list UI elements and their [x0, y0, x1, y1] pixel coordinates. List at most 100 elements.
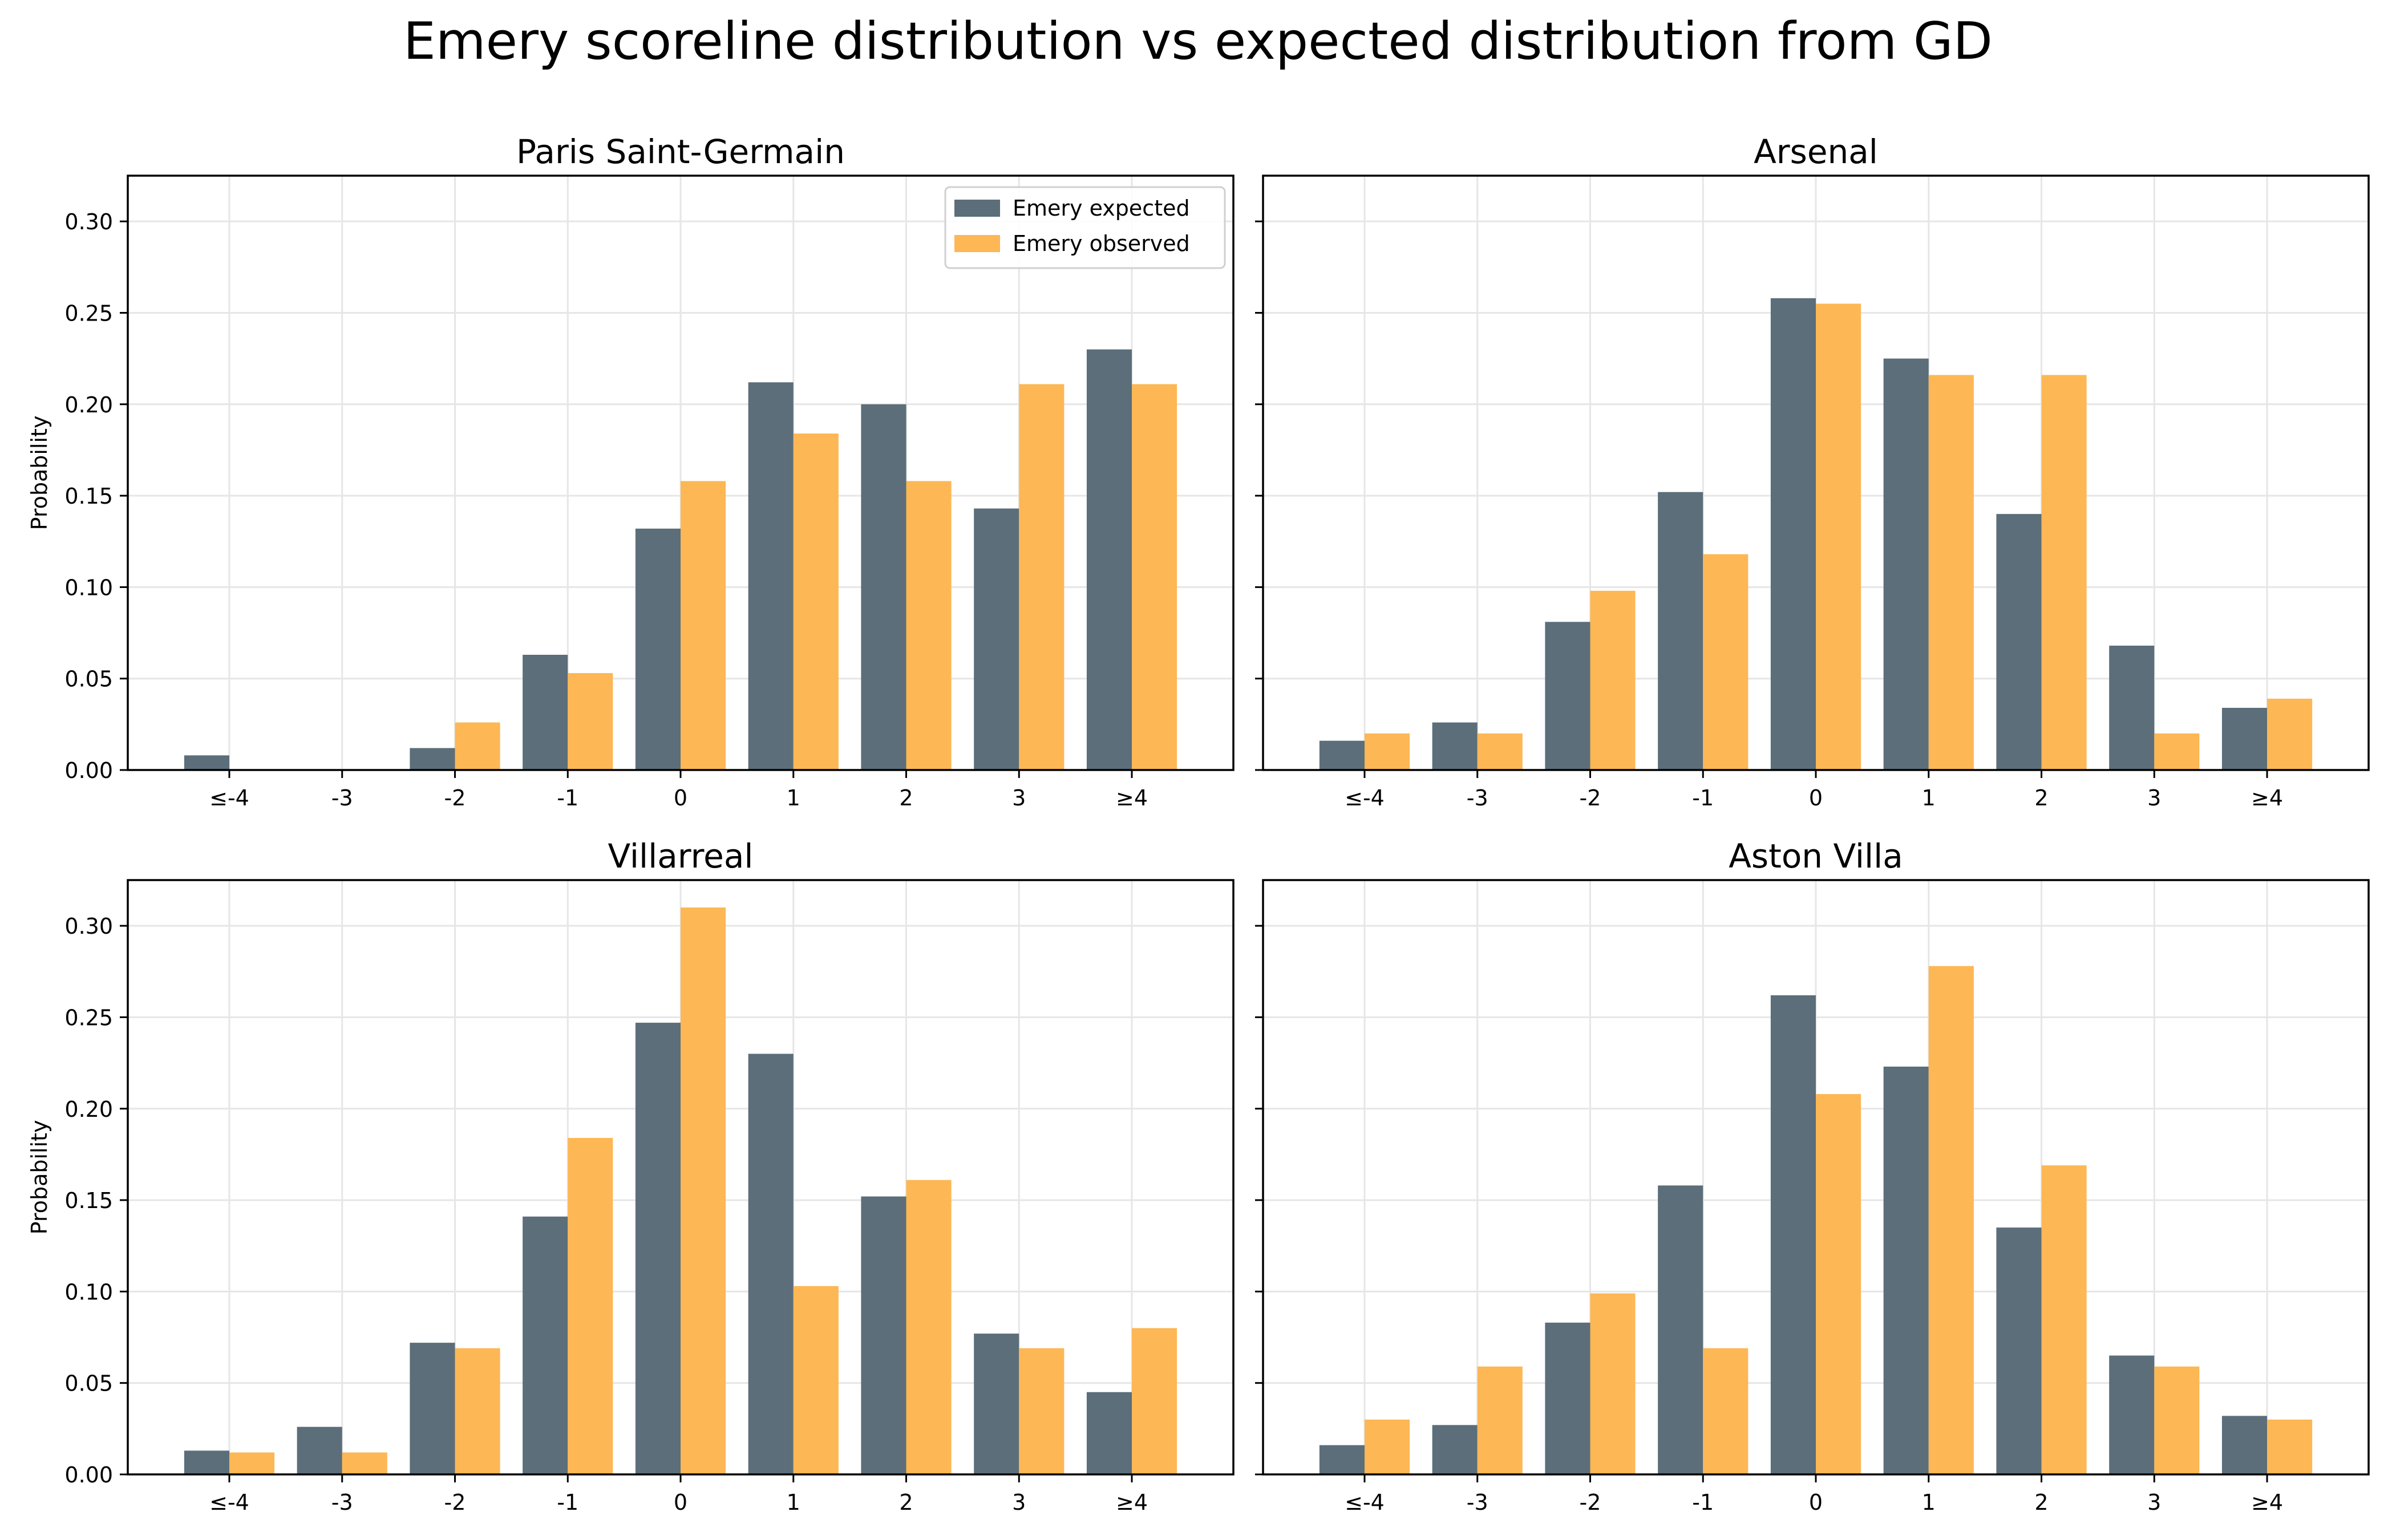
panel-arsenal: Arsenal ≤-4 -3 -2 -1 0 1 2 3 ≥4 — [1255, 132, 2370, 810]
bar-observed — [681, 907, 726, 1474]
bar-expected — [2221, 1416, 2268, 1474]
bar-expected — [861, 404, 906, 770]
legend-label: Emery expected — [1013, 196, 1190, 221]
bar-expected — [1996, 514, 2042, 770]
bar-expected — [2221, 707, 2268, 770]
bar-expected — [748, 1053, 794, 1474]
bar-observed — [1477, 1366, 1523, 1474]
x-tick-label: 3 — [1012, 1490, 1026, 1515]
panel-title: Villarreal — [608, 837, 753, 876]
panel-villarreal: Villarreal 0.00 0.05 0.10 0.15 0.20 0.25 0.30 ≤-… — [27, 837, 1235, 1515]
panel-paris-saint-germain: Paris Saint-Germain 0.00 0.05 0.10 0.15 0.20 0… — [27, 132, 1235, 810]
bar-observed — [455, 1348, 500, 1474]
x-tick-label: ≤-4 — [209, 785, 249, 810]
bar-expected — [1658, 492, 1703, 770]
bar-observed — [1703, 554, 1749, 770]
x-tick-label: 1 — [1922, 785, 1936, 810]
legend-swatch-expected — [954, 200, 1000, 217]
bar-expected — [748, 382, 794, 770]
x-tick-label: -1 — [1692, 785, 1714, 810]
x-tick-label: 1 — [787, 785, 800, 810]
bar-expected — [635, 528, 681, 770]
x-tick-label: -1 — [557, 1490, 578, 1515]
bar-observed — [2041, 1165, 2087, 1474]
y-tick-label: 0.20 — [64, 392, 113, 418]
bar-observed — [1132, 1328, 1177, 1474]
panels: Paris Saint-Germain 0.00 0.05 0.10 0.15 0.20 0… — [27, 132, 2370, 1515]
x-tick-label: ≤-4 — [1345, 1490, 1385, 1515]
bar-expected — [1545, 1322, 1590, 1474]
y-tick-label: 0.15 — [64, 484, 113, 509]
bar-observed — [1928, 375, 1974, 770]
x-tick-label: ≥4 — [1116, 785, 1148, 810]
chart-title: Emery scoreline distribution vs expected… — [403, 11, 1993, 71]
bar-expected — [297, 1426, 342, 1474]
y-tick-label: 0.00 — [64, 758, 113, 783]
x-tick-label: 2 — [2034, 1490, 2048, 1515]
bar-expected — [1770, 298, 1816, 770]
y-tick-label: 0.30 — [64, 209, 113, 234]
bar-expected — [1545, 622, 1590, 770]
bar-expected — [974, 508, 1019, 770]
bar-observed — [2267, 698, 2313, 770]
legend-label: Emery observed — [1013, 231, 1190, 256]
bar-expected — [635, 1023, 681, 1474]
y-tick-label: 0.25 — [64, 1005, 113, 1030]
bar-observed — [1364, 1419, 1410, 1474]
bar-observed — [1019, 384, 1065, 770]
bar-observed — [1132, 384, 1177, 770]
bar-observed — [2267, 1419, 2313, 1474]
y-tick-label: 0.30 — [64, 914, 113, 939]
x-tick-label: 3 — [1012, 785, 1026, 810]
legend: Emery expected Emery observed — [944, 186, 1226, 269]
panel-title: Arsenal — [1754, 132, 1878, 171]
y-tick-label: 0.05 — [64, 1371, 113, 1396]
panel-aston-villa: Aston Villa ≤-4 -3 -2 -1 0 1 2 3 ≥4 — [1255, 837, 2370, 1515]
bar-expected — [1996, 1227, 2042, 1474]
x-tick-label: 0 — [1809, 785, 1823, 810]
bar-expected — [523, 1216, 568, 1474]
x-tick-label: -3 — [331, 785, 353, 810]
bar-observed — [2041, 375, 2087, 770]
x-tick-label: -3 — [331, 1490, 353, 1515]
bar-expected — [410, 1343, 455, 1474]
bar-expected — [1770, 995, 1816, 1474]
bar-observed — [568, 1138, 613, 1474]
legend-swatch-observed — [954, 235, 1000, 252]
x-tick-label: -1 — [1692, 1490, 1714, 1515]
bar-observed — [681, 481, 726, 770]
x-tick-label: 0 — [674, 1490, 687, 1515]
y-axis-label: Probability — [27, 416, 52, 530]
bar-observed — [455, 722, 500, 770]
x-tick-label: -1 — [557, 785, 578, 810]
x-tick-label: 0 — [1809, 1490, 1823, 1515]
y-tick-label: 0.15 — [64, 1188, 113, 1213]
bar-expected — [1319, 1445, 1365, 1474]
y-tick-label: 0.10 — [64, 1279, 113, 1304]
bar-observed — [906, 481, 952, 770]
bar-expected — [2109, 1355, 2155, 1474]
bar-expected — [184, 1450, 229, 1474]
x-tick-label: 3 — [2147, 1490, 2161, 1515]
y-tick-label: 0.20 — [64, 1097, 113, 1122]
bar-observed — [1703, 1348, 1749, 1474]
bar-expected — [1086, 1392, 1132, 1474]
y-axis-label: Probability — [27, 1120, 52, 1235]
bar-expected — [523, 655, 568, 770]
x-tick-label: 1 — [1922, 1490, 1936, 1515]
bar-observed — [793, 433, 839, 770]
bar-expected — [1883, 358, 1929, 770]
bar-observed — [568, 673, 613, 770]
bar-expected — [1432, 1425, 1478, 1474]
x-tick-label: ≤-4 — [209, 1490, 249, 1515]
bar-observed — [1928, 966, 1974, 1474]
bar-observed — [1816, 1094, 1861, 1474]
x-tick-label: 2 — [899, 1490, 913, 1515]
bar-expected — [1883, 1067, 1929, 1474]
bar-observed — [229, 1452, 275, 1474]
panel-title: Aston Villa — [1729, 837, 1903, 876]
bar-observed — [793, 1286, 839, 1474]
bar-observed — [906, 1180, 952, 1474]
bar-observed — [1364, 733, 1410, 770]
panel-title: Paris Saint-Germain — [516, 132, 845, 171]
